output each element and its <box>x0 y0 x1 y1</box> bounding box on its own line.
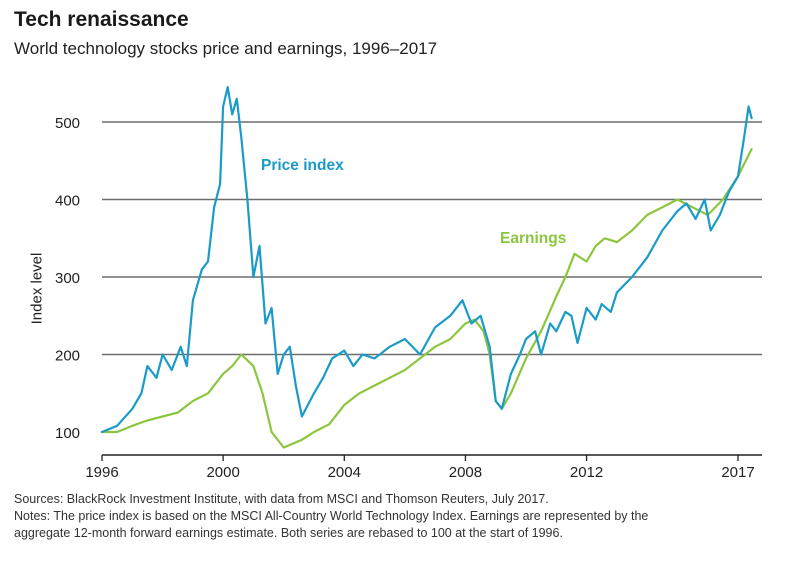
y-tick-400: 400 <box>55 193 80 210</box>
y-tick-200: 200 <box>55 348 80 365</box>
x-tick-2008: 2008 <box>449 464 482 481</box>
annotation-price-index: Price index <box>261 157 344 174</box>
series-line-price-index <box>100 86 753 434</box>
series-lines <box>100 86 753 449</box>
chart-notes: Sources: BlackRock Investment Institute,… <box>14 491 648 542</box>
y-tick-300: 300 <box>55 270 80 287</box>
x-tick-2000: 2000 <box>206 464 239 481</box>
annotation-earnings: Earnings <box>500 230 566 247</box>
chart-subtitle: World technology stocks price and earnin… <box>14 39 438 58</box>
x-tick-1996: 1996 <box>85 464 118 481</box>
series-annotations: Price index Earnings <box>261 157 566 247</box>
source-note: Sources: BlackRock Investment Institute,… <box>14 492 549 506</box>
chart-title: Tech renaissance <box>14 8 189 31</box>
line-chart: 100 200 300 400 500 1996 2000 2004 2008 2012 2017… <box>55 86 762 481</box>
notes-line-2: aggregate 12-month forward earnings esti… <box>14 526 563 540</box>
grid-lines <box>102 121 762 456</box>
series-line-earnings <box>100 148 753 449</box>
x-tick-2017: 2017 <box>721 464 754 481</box>
notes-line-1: Notes: The price index is based on the M… <box>14 509 649 523</box>
y-tick-500: 500 <box>55 115 80 132</box>
x-tick-2012: 2012 <box>570 464 603 481</box>
y-tick-100: 100 <box>55 425 80 442</box>
y-tick-labels: 100 200 300 400 500 <box>55 115 80 442</box>
x-tick-labels: 1996 2000 2004 2008 2012 2017 <box>85 455 755 481</box>
x-tick-2004: 2004 <box>328 464 361 481</box>
